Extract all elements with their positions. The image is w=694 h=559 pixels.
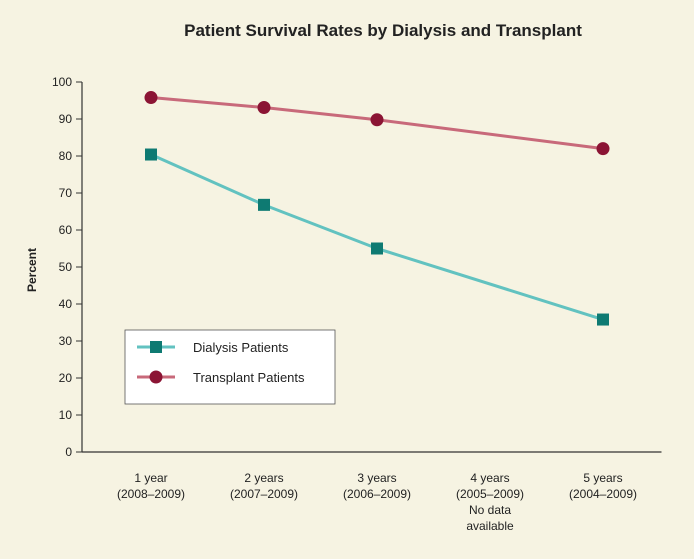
legend-swatch-marker [150,341,162,353]
chart-title: Patient Survival Rates by Dialysis and T… [184,21,582,40]
data-point [144,91,158,105]
y-tick-label: 0 [65,445,72,459]
y-tick-label: 90 [59,112,73,126]
x-tick-label: 1 year (2008–2009) [117,471,185,501]
data-point [370,113,384,127]
data-point [596,142,610,156]
line-segment [263,106,378,122]
x-tick-label: 5 years (2004–2009) [569,471,637,501]
legend-swatch-marker [149,370,163,384]
x-tick-label: 4 years (2005–2009) No data available [456,471,524,533]
data-point [145,148,157,161]
legend-label: Transplant Patients [193,370,305,385]
line-segment [150,96,265,110]
data-point [597,313,609,326]
y-tick-label: 40 [59,297,73,311]
data-point [371,242,383,255]
y-tick-label: 100 [52,75,72,89]
legend-label: Dialysis Patients [193,340,289,355]
x-tick-label: 3 years (2006–2009) [343,471,411,501]
line-segment [150,153,265,207]
data-point [258,198,270,211]
line-segment [376,118,604,151]
data-point [257,101,271,115]
y-tick-label: 70 [59,186,73,200]
y-tick-label: 20 [59,371,73,385]
line-segment [376,247,604,321]
y-tick-label: 60 [59,223,73,237]
y-tick-label: 50 [59,260,73,274]
x-tick-label: 2 years (2007–2009) [230,471,298,501]
y-tick-label: 80 [59,149,73,163]
y-axis-label: Percent [25,248,39,292]
y-tick-label: 30 [59,334,73,348]
line-segment [263,203,378,250]
y-tick-label: 10 [59,408,73,422]
